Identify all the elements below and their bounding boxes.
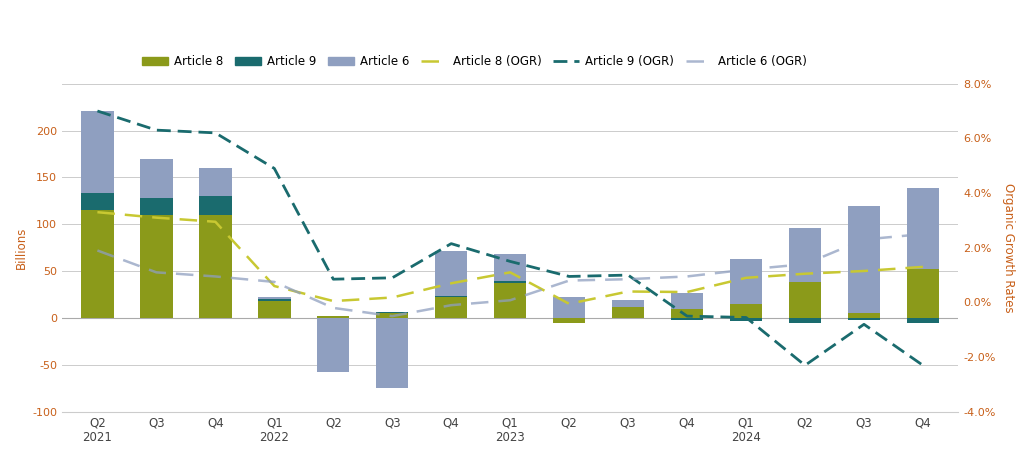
Bar — [730, 259, 762, 304]
Article 8 (OGR) — [150, 215, 163, 220]
Bar — [81, 193, 113, 210]
Line: Article 8 (OGR): Article 8 (OGR) — [98, 212, 923, 304]
Bar — [848, 313, 881, 318]
Y-axis label: Organic Growth Rates: Organic Growth Rates — [1002, 183, 1015, 313]
Article 9 (OGR) — [799, 363, 812, 368]
Y-axis label: Billions: Billions — [15, 227, 28, 269]
Bar — [81, 111, 113, 193]
Article 8 (OGR) — [622, 289, 634, 294]
Article 9 (OGR) — [92, 108, 104, 114]
Bar — [553, 297, 585, 318]
Bar — [317, 318, 349, 371]
Article 6 (OGR) — [799, 261, 812, 267]
Bar — [730, 318, 762, 321]
Article 9 (OGR) — [917, 363, 929, 368]
Article 6 (OGR) — [445, 302, 457, 308]
Bar — [259, 297, 290, 299]
Bar — [730, 304, 762, 318]
Article 8 (OGR) — [799, 271, 812, 276]
Bar — [140, 159, 173, 198]
Legend: Article 8, Article 9, Article 6, Article 8 (OGR), Article 9 (OGR), Article 6 (OG: Article 8, Article 9, Article 6, Article… — [137, 50, 812, 73]
Bar — [789, 282, 821, 318]
Bar — [494, 283, 526, 318]
Bar — [848, 318, 881, 320]
Bar — [848, 206, 881, 313]
Bar — [376, 313, 409, 318]
Bar — [671, 293, 703, 309]
Article 6 (OGR) — [386, 313, 399, 319]
Article 9 (OGR) — [386, 275, 399, 280]
Article 9 (OGR) — [504, 259, 516, 264]
Article 8 (OGR) — [445, 280, 457, 286]
Article 9 (OGR) — [328, 276, 340, 282]
Article 6 (OGR) — [328, 305, 340, 311]
Bar — [671, 309, 703, 318]
Article 6 (OGR) — [150, 269, 163, 275]
Article 8 (OGR) — [209, 219, 221, 224]
Article 8 (OGR) — [328, 298, 340, 304]
Article 6 (OGR) — [858, 237, 870, 242]
Bar — [671, 318, 703, 320]
Bar — [435, 252, 468, 296]
Article 8 (OGR) — [917, 264, 929, 269]
Bar — [199, 196, 232, 215]
Bar — [140, 215, 173, 318]
Bar — [259, 299, 290, 301]
Bar — [906, 269, 939, 318]
Article 8 (OGR) — [504, 269, 516, 275]
Article 6 (OGR) — [92, 248, 104, 253]
Bar — [553, 318, 585, 323]
Bar — [906, 318, 939, 323]
Article 9 (OGR) — [622, 272, 634, 278]
Line: Article 6 (OGR): Article 6 (OGR) — [98, 234, 923, 316]
Article 8 (OGR) — [268, 283, 280, 289]
Bar — [789, 318, 821, 323]
Article 8 (OGR) — [740, 275, 752, 280]
Bar — [140, 198, 173, 215]
Article 6 (OGR) — [563, 278, 576, 283]
Article 9 (OGR) — [150, 128, 163, 133]
Bar — [81, 210, 113, 318]
Bar — [376, 318, 409, 388]
Bar — [199, 168, 232, 196]
Article 6 (OGR) — [504, 297, 516, 303]
Bar — [199, 215, 232, 318]
Article 9 (OGR) — [858, 322, 870, 327]
Article 6 (OGR) — [622, 276, 634, 282]
Bar — [612, 300, 645, 307]
Article 8 (OGR) — [681, 289, 693, 295]
Article 8 (OGR) — [386, 295, 399, 300]
Article 9 (OGR) — [268, 166, 280, 171]
Article 6 (OGR) — [740, 267, 752, 272]
Article 9 (OGR) — [563, 274, 576, 279]
Article 8 (OGR) — [563, 301, 576, 307]
Article 9 (OGR) — [209, 130, 221, 135]
Bar — [494, 254, 526, 280]
Article 9 (OGR) — [681, 313, 693, 319]
Bar — [435, 296, 468, 297]
Bar — [494, 280, 526, 283]
Line: Article 9 (OGR): Article 9 (OGR) — [98, 111, 923, 365]
Bar — [612, 307, 645, 318]
Bar — [317, 316, 349, 318]
Article 9 (OGR) — [445, 241, 457, 246]
Article 6 (OGR) — [681, 274, 693, 279]
Article 8 (OGR) — [92, 209, 104, 215]
Bar — [435, 297, 468, 318]
Article 6 (OGR) — [917, 231, 929, 237]
Bar — [259, 301, 290, 318]
Bar — [789, 228, 821, 282]
Article 8 (OGR) — [858, 268, 870, 274]
Article 6 (OGR) — [209, 274, 221, 279]
Bar — [906, 188, 939, 269]
Article 9 (OGR) — [740, 315, 752, 320]
Article 6 (OGR) — [268, 279, 280, 285]
